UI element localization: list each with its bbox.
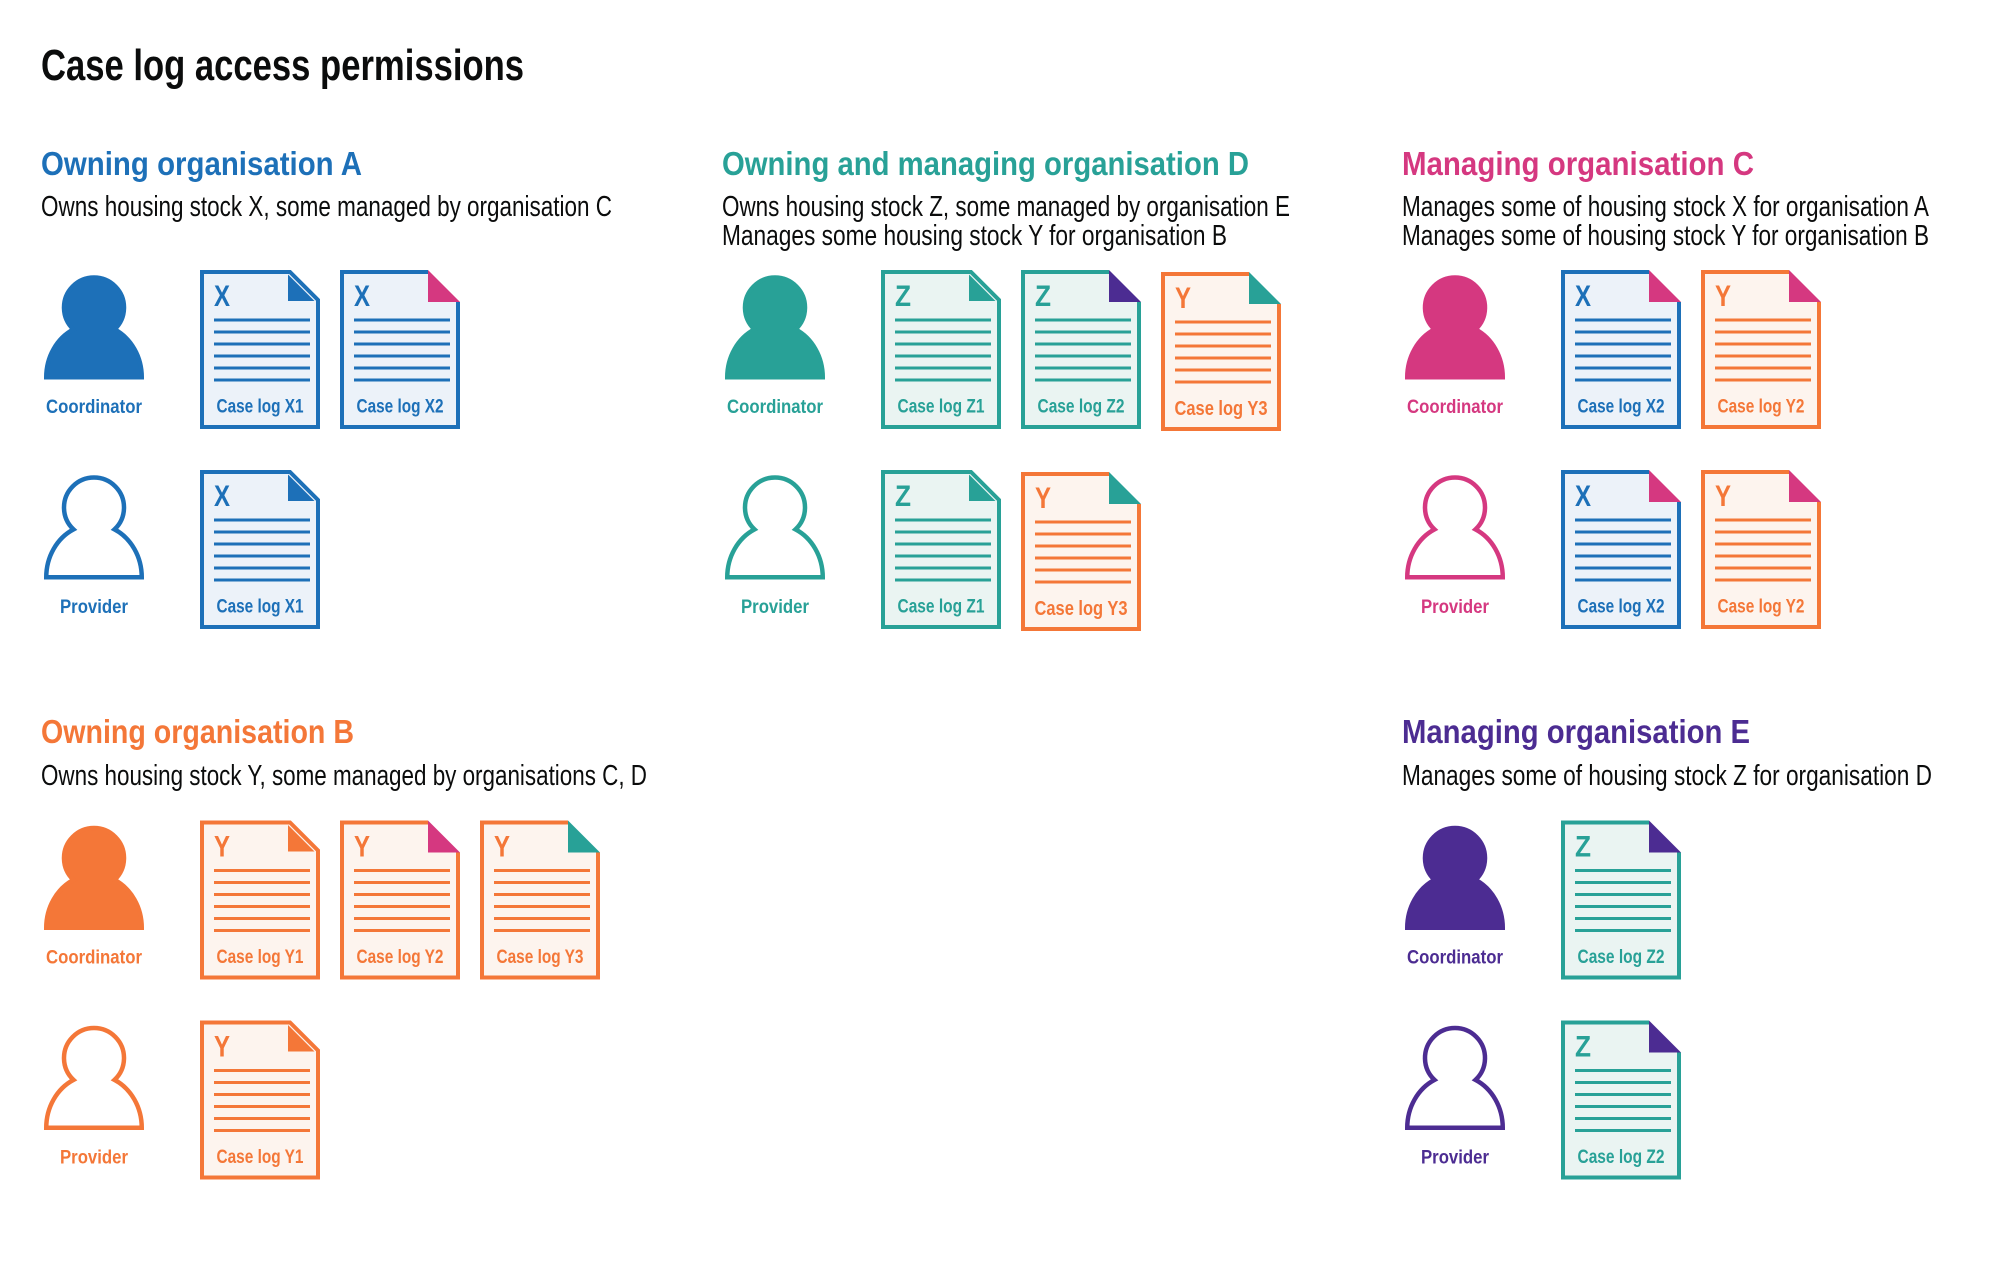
- svg-text:Case log Y3: Case log Y3: [1035, 598, 1128, 620]
- svg-text:Manages some housing stock Y f: Manages some housing stock Y for organis…: [722, 220, 1227, 252]
- svg-text:Case log Y2: Case log Y2: [1718, 397, 1805, 418]
- svg-text:Manages some of housing stock: Manages some of housing stock Z for orga…: [1402, 760, 1932, 792]
- svg-text:Owns housing stock Y, some man: Owns housing stock Y, some managed by or…: [41, 760, 647, 792]
- svg-text:Manages some of housing stock: Manages some of housing stock X for orga…: [1402, 191, 1930, 223]
- svg-text:Coordinator: Coordinator: [1407, 947, 1503, 969]
- svg-text:Coordinator: Coordinator: [727, 396, 823, 418]
- svg-text:Manages some of housing stock: Manages some of housing stock Y for orga…: [1402, 220, 1929, 252]
- svg-text:X: X: [1575, 480, 1591, 513]
- svg-text:Coordinator: Coordinator: [46, 396, 142, 418]
- svg-text:Coordinator: Coordinator: [1407, 396, 1503, 418]
- svg-text:X: X: [1575, 280, 1591, 313]
- svg-text:Managing organisation E: Managing organisation E: [1402, 713, 1750, 750]
- svg-text:Provider: Provider: [60, 1147, 128, 1169]
- svg-text:Z: Z: [895, 480, 911, 513]
- svg-text:Y: Y: [1715, 480, 1731, 513]
- svg-text:Provider: Provider: [60, 596, 128, 618]
- svg-text:Z: Z: [895, 280, 911, 313]
- svg-text:Case log Y3: Case log Y3: [497, 947, 584, 968]
- svg-text:Case log Z2: Case log Z2: [1578, 1147, 1665, 1168]
- svg-text:Case log Y3: Case log Y3: [1175, 398, 1268, 420]
- svg-text:Z: Z: [1575, 831, 1591, 864]
- svg-text:Case log Y2: Case log Y2: [1718, 597, 1805, 618]
- svg-text:Case log Z1: Case log Z1: [898, 397, 985, 418]
- svg-text:Case log Y1: Case log Y1: [217, 947, 304, 968]
- svg-text:Y: Y: [214, 831, 230, 864]
- svg-text:Case log X2: Case log X2: [1578, 397, 1665, 418]
- svg-text:Owning and managing organisati: Owning and managing organisation D: [722, 145, 1249, 182]
- svg-text:Owning organisation B: Owning organisation B: [41, 713, 354, 750]
- svg-text:Owns housing stock Z, some man: Owns housing stock Z, some managed by or…: [722, 191, 1290, 223]
- svg-text:X: X: [214, 280, 230, 313]
- svg-text:X: X: [354, 280, 370, 313]
- svg-text:Y: Y: [1715, 280, 1731, 313]
- svg-text:Managing organisation C: Managing organisation C: [1402, 145, 1754, 182]
- svg-text:Case log X2: Case log X2: [1578, 597, 1665, 618]
- svg-text:Provider: Provider: [1421, 1147, 1489, 1169]
- svg-text:Coordinator: Coordinator: [46, 947, 142, 969]
- svg-text:Case log X1: Case log X1: [217, 597, 304, 618]
- svg-text:Case log X1: Case log X1: [217, 397, 304, 418]
- svg-text:Case log Y2: Case log Y2: [357, 947, 444, 968]
- svg-text:Provider: Provider: [741, 596, 809, 618]
- svg-text:Y: Y: [1175, 282, 1191, 315]
- svg-text:Y: Y: [354, 831, 370, 864]
- svg-text:Case log X2: Case log X2: [357, 397, 444, 418]
- svg-text:Case log Z2: Case log Z2: [1578, 947, 1665, 968]
- svg-text:Case log Z2: Case log Z2: [1038, 397, 1125, 418]
- svg-text:Z: Z: [1575, 1031, 1591, 1064]
- svg-text:Case log Y1: Case log Y1: [217, 1147, 304, 1168]
- svg-text:Y: Y: [214, 1031, 230, 1064]
- svg-text:Case log access permissions: Case log access permissions: [41, 41, 524, 90]
- svg-text:Y: Y: [1035, 482, 1051, 515]
- svg-text:Case log Z1: Case log Z1: [898, 597, 985, 618]
- svg-text:X: X: [214, 480, 230, 513]
- svg-text:Owning organisation A: Owning organisation A: [41, 145, 362, 182]
- svg-text:Y: Y: [494, 831, 510, 864]
- svg-text:Owns housing stock X, some man: Owns housing stock X, some managed by or…: [41, 191, 612, 223]
- svg-text:Provider: Provider: [1421, 596, 1489, 618]
- svg-text:Z: Z: [1035, 280, 1051, 313]
